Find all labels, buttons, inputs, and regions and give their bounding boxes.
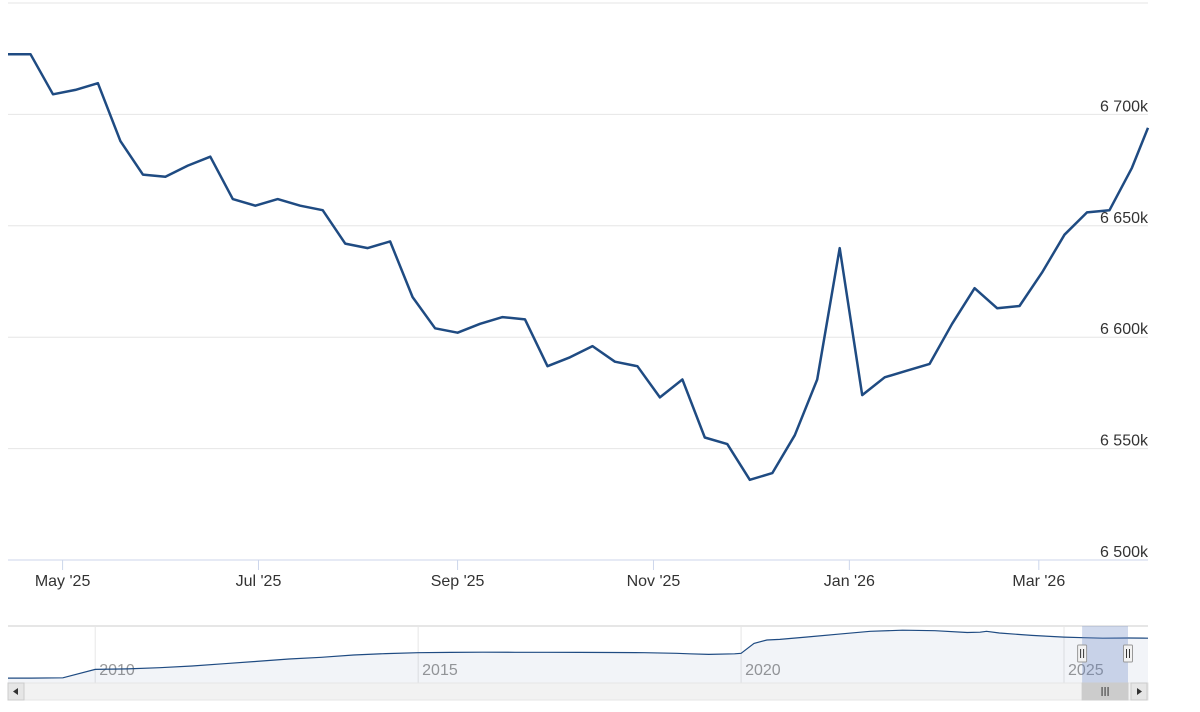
navigator-line <box>8 629 1149 679</box>
scrollbar-track[interactable] <box>7 682 1149 701</box>
navigator-right-handle[interactable] <box>1123 644 1133 663</box>
scroll-left-button[interactable] <box>7 682 25 701</box>
navigator-series-group <box>8 629 1149 683</box>
navigator-year-label: 2015 <box>422 662 458 679</box>
grip-icon <box>1101 687 1109 696</box>
y-tick-label: 6 600k <box>1100 321 1149 338</box>
arrow-left-icon <box>13 688 18 695</box>
navigator-gridlines: 2010 2015 2020 2025 <box>94 626 1104 683</box>
scrollbar-thumb[interactable] <box>1081 682 1129 701</box>
x-tick-label: May '25 <box>35 573 91 590</box>
arrow-right-icon <box>1137 688 1142 695</box>
x-tick-label: Jan '26 <box>824 573 875 590</box>
scroll-right-button[interactable] <box>1130 682 1148 701</box>
navigator-year-label: 2020 <box>745 662 781 679</box>
x-tick-label: Sep '25 <box>431 573 485 590</box>
x-tick-label: Nov '25 <box>627 573 681 590</box>
series-group <box>8 52 1150 482</box>
y-axis: 6 500k 6 550k 6 600k 6 650k 6 700k <box>1100 98 1149 561</box>
navigator-year-label: 2025 <box>1068 662 1104 679</box>
x-tick-label: Jul '25 <box>236 573 282 590</box>
navigator-selected-range[interactable] <box>1082 626 1128 683</box>
y-tick-label: 6 550k <box>1100 433 1149 450</box>
y-tick-label: 6 700k <box>1100 98 1149 115</box>
y-tick-label: 6 500k <box>1100 544 1149 561</box>
navigator[interactable]: 2010 2015 2020 2025 <box>8 625 1149 683</box>
scrollbar[interactable] <box>7 682 1149 701</box>
y-tick-label: 6 650k <box>1100 210 1149 227</box>
navigator-left-handle[interactable] <box>1077 644 1088 663</box>
x-axis: May '25 Jul '25 Sep '25 Nov '25 Jan '26 Mar '… <box>35 560 1065 590</box>
navigator-year-label: 2010 <box>99 662 135 679</box>
series-line <box>8 52 1150 482</box>
navigator-area <box>8 630 1148 683</box>
x-tick-label: Mar '26 <box>1012 573 1065 590</box>
y-gridlines <box>8 2 1148 450</box>
